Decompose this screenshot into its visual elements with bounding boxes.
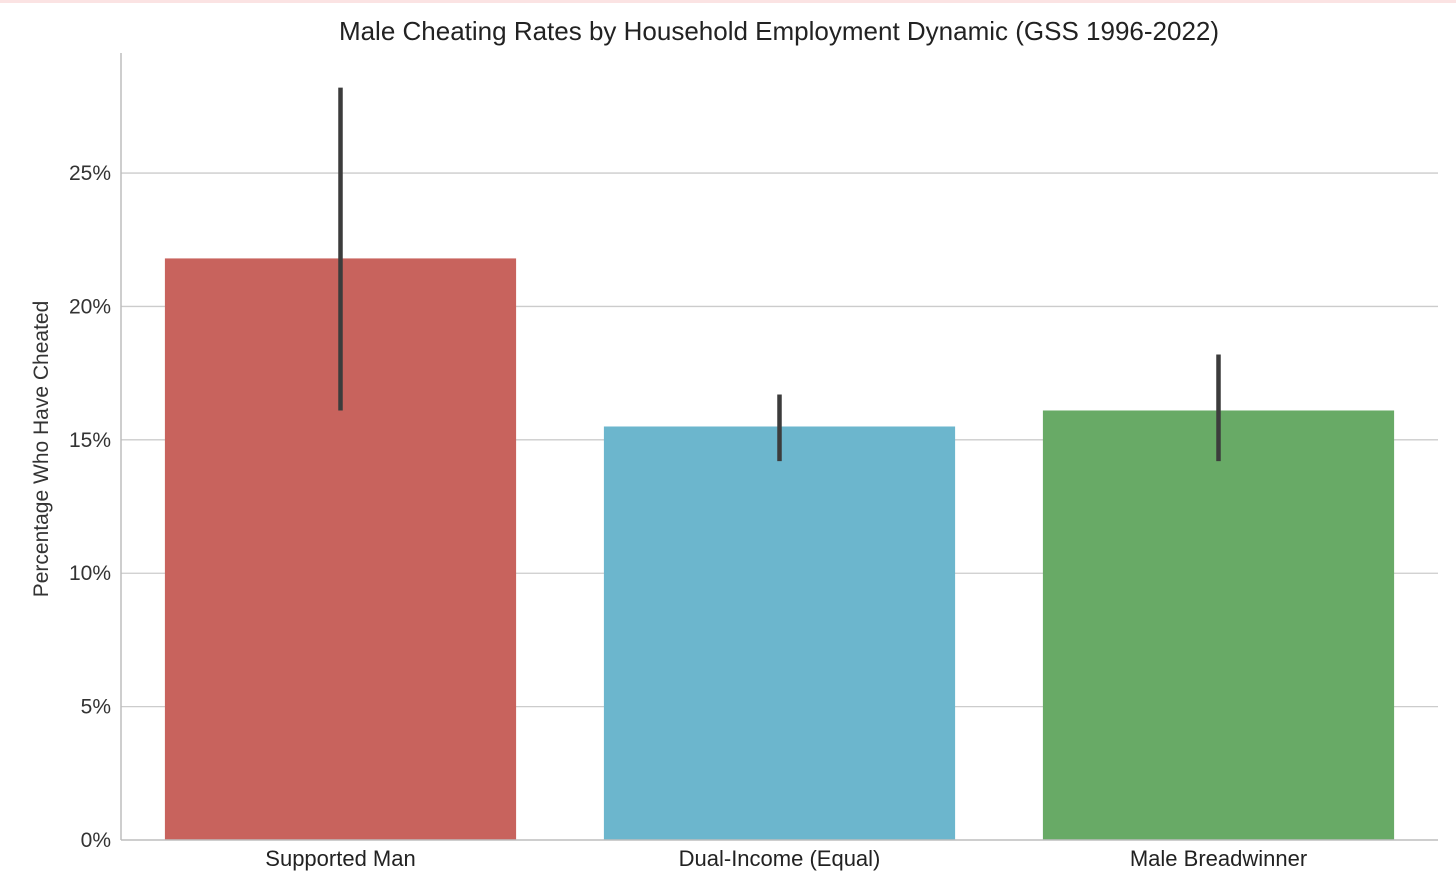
x-tick-label: Male Breadwinner xyxy=(1130,846,1307,871)
x-tick-labels: Supported Man Dual-Income (Equal) Male Bre… xyxy=(265,846,1307,871)
top-strip xyxy=(0,0,1456,3)
bar-male-breadwinner xyxy=(1042,410,1395,840)
y-tick-label: 0% xyxy=(81,829,111,852)
bars xyxy=(164,258,1395,840)
y-tick-labels: 0% 5% 10% 15% 20% 25% xyxy=(69,162,111,852)
y-tick-label: 5% xyxy=(81,696,111,719)
y-tick-label: 25% xyxy=(69,162,111,185)
error-bars xyxy=(338,87,1221,462)
y-tick-label: 15% xyxy=(69,429,111,452)
x-tick-label: Dual-Income (Equal) xyxy=(679,846,881,871)
y-tick-label: 20% xyxy=(69,295,111,318)
chart-title: Male Cheating Rates by Household Employm… xyxy=(339,16,1219,46)
y-axis-title: Percentage Who Have Cheated xyxy=(30,301,53,598)
x-tick-label: Supported Man xyxy=(265,846,415,871)
bar-dual-income-equal xyxy=(603,426,956,840)
y-tick-label: 10% xyxy=(69,562,111,585)
